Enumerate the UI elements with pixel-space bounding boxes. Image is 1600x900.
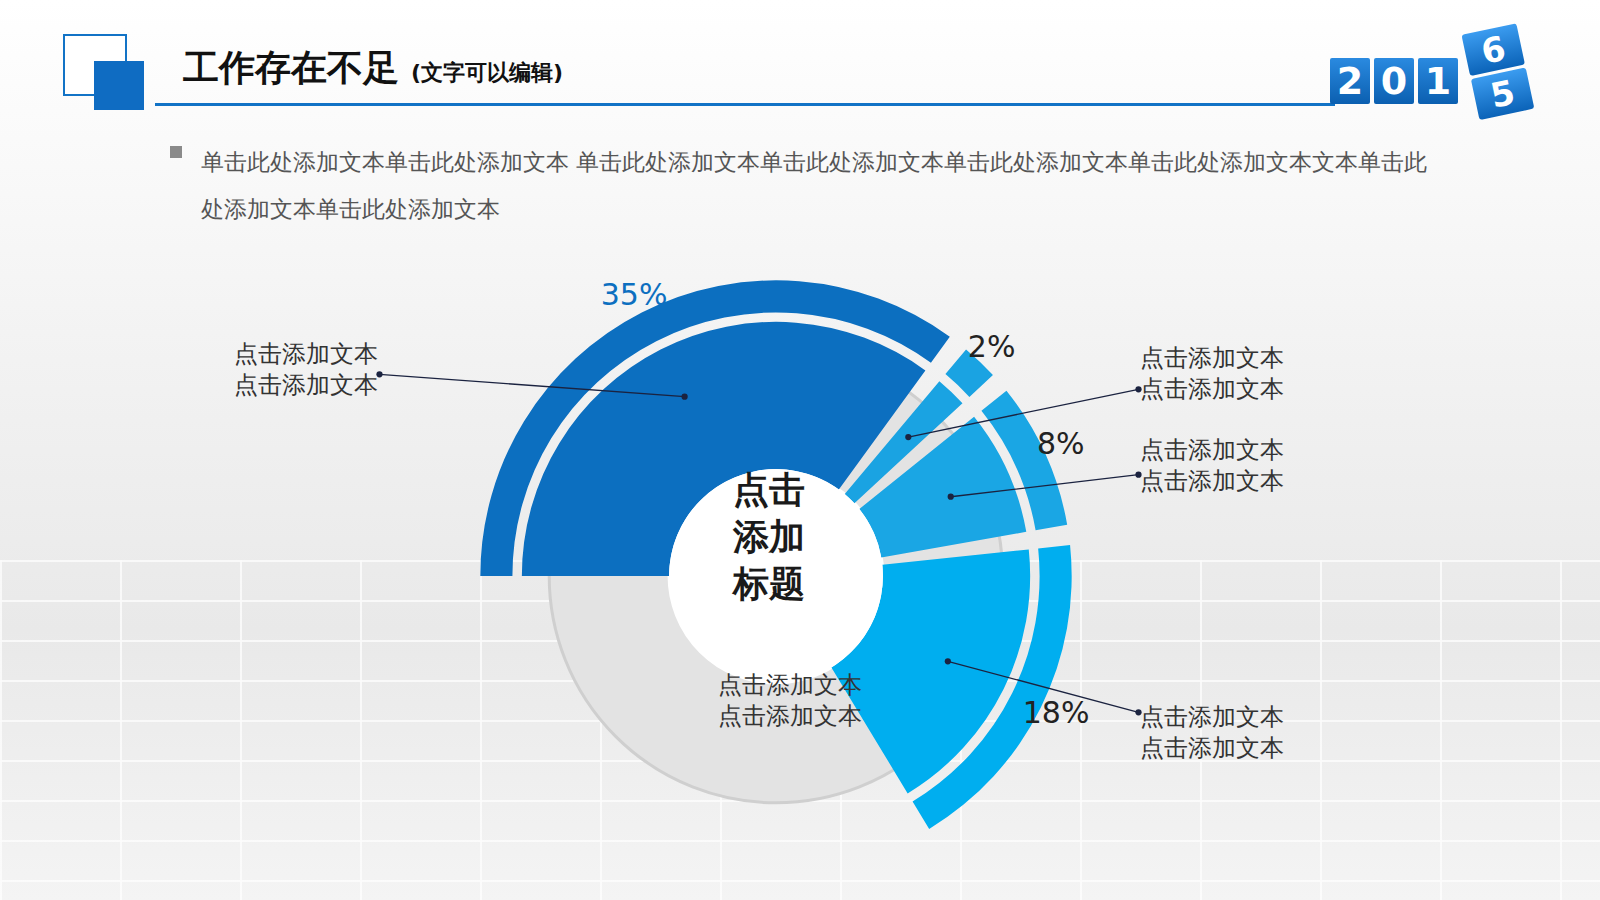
html-text:1: 1 bbox=[1424, 59, 1452, 103]
svg-text:点击添加文本点击添加文本: 点击添加文本点击添加文本 bbox=[234, 340, 378, 399]
svg-text:点击添加标题: 点击添加标题 bbox=[731, 469, 805, 604]
html-text:6: 6 bbox=[1477, 27, 1509, 72]
svg-text:8%: 8% bbox=[1037, 426, 1085, 461]
html-text:5: 5 bbox=[1486, 71, 1519, 116]
svg-text:点击添加文本点击添加文本: 点击添加文本点击添加文本 bbox=[1140, 703, 1284, 762]
html-text:单击此处添加文本单击此处添加文本 单击此处添加文本单击此处添: 单击此处添加文本单击此处添加文本 单击此处添加文本单击此处添加文本单击此处添加文… bbox=[201, 149, 1428, 222]
svg-text:点击添加文本点击添加文本: 点击添加文本点击添加文本 bbox=[1140, 344, 1284, 403]
svg-text:2%: 2% bbox=[968, 329, 1016, 364]
svg-text:点击添加文本点击添加文本: 点击添加文本点击添加文本 bbox=[1140, 436, 1284, 495]
html-text:0: 0 bbox=[1380, 59, 1408, 103]
svg-text:35%: 35% bbox=[601, 277, 668, 312]
svg-text:18%: 18% bbox=[1023, 695, 1090, 730]
svg-text:点击添加文本点击添加文本: 点击添加文本点击添加文本 bbox=[718, 671, 862, 730]
html-text:工作存在不足 (文字可以编辑): 工作存在不足 (文字可以编辑) bbox=[183, 47, 564, 88]
html-text:2: 2 bbox=[1336, 59, 1364, 103]
